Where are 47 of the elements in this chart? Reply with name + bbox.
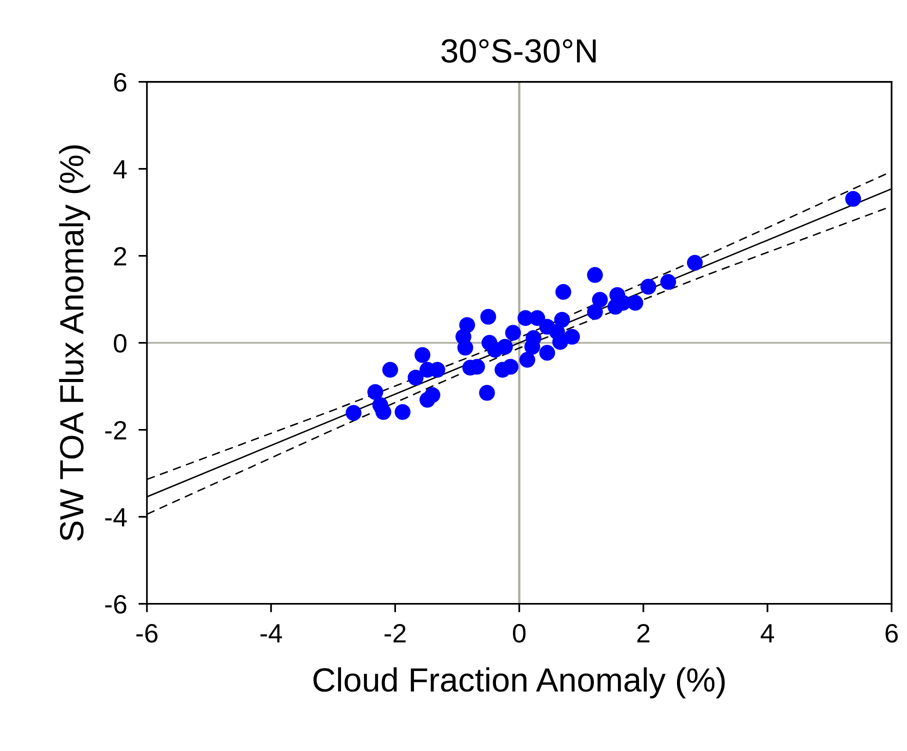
point xyxy=(394,404,411,420)
point xyxy=(592,292,608,308)
point xyxy=(587,267,603,283)
y-tick-label: -4 xyxy=(105,508,127,526)
point xyxy=(375,404,392,420)
point xyxy=(555,284,572,300)
x-tick-label: 2 xyxy=(637,624,650,642)
point xyxy=(346,404,362,421)
point xyxy=(627,294,644,311)
point xyxy=(480,308,496,325)
point xyxy=(686,254,703,271)
point xyxy=(414,347,430,363)
point xyxy=(457,340,474,356)
y-tick-label: -6 xyxy=(105,594,126,614)
point xyxy=(497,338,513,355)
point xyxy=(424,387,440,403)
point xyxy=(502,358,518,375)
point xyxy=(367,384,384,400)
point xyxy=(640,278,656,295)
point xyxy=(845,190,862,207)
x-tick-label: -2 xyxy=(384,624,406,642)
y-tick-label: 4 xyxy=(113,160,127,178)
point xyxy=(660,274,676,290)
y-tick-label: 0 xyxy=(114,334,126,353)
x-tick-label: 0 xyxy=(512,624,526,643)
x-tick-label: 4 xyxy=(760,624,774,642)
point xyxy=(519,352,536,368)
y-tick-label: 6 xyxy=(114,72,126,92)
point xyxy=(459,317,476,333)
x-tick-label: -4 xyxy=(260,624,282,642)
x-axis-title: Cloud Fraction Anomaly (%) xyxy=(313,667,725,698)
point xyxy=(539,344,556,361)
point xyxy=(408,370,424,386)
point xyxy=(529,310,546,326)
y-tick-label: -2 xyxy=(105,420,126,440)
point xyxy=(479,384,495,401)
point xyxy=(564,328,580,345)
x-tick-label: 6 xyxy=(886,624,898,643)
point xyxy=(505,324,521,341)
chart-title: 30°S-30°N xyxy=(441,39,596,63)
point xyxy=(554,312,570,328)
y-axis-title: SW TOA Flux Anomaly (%) xyxy=(59,145,90,541)
point xyxy=(382,362,398,378)
y-tick-label: 2 xyxy=(114,246,126,266)
x-tick-label: -6 xyxy=(136,624,158,643)
point xyxy=(552,334,568,350)
point xyxy=(587,304,603,320)
